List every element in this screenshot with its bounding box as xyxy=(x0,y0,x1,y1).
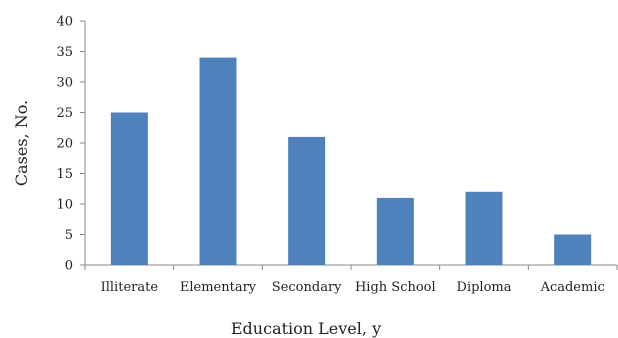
y-tick-label: 15 xyxy=(56,167,73,182)
x-tick-label: Illiterate xyxy=(101,280,159,295)
x-tick-label: Academic xyxy=(540,280,605,295)
bar xyxy=(554,234,592,265)
x-tick-label: Secondary xyxy=(272,280,342,295)
x-ticks: Illiterate Elementary Secondary High School… xyxy=(84,265,618,295)
bar xyxy=(110,112,148,265)
bar xyxy=(376,197,414,265)
y-tick-label: 25 xyxy=(56,106,73,121)
y-ticks: 0 5 10 15 20 25 30 35 40 xyxy=(56,15,85,274)
y-axis-label: Cases, No. xyxy=(12,100,31,186)
y-tick-label: 0 xyxy=(65,259,73,274)
x-tick-label: High School xyxy=(355,280,436,295)
axes xyxy=(84,21,617,266)
y-tick-label: 5 xyxy=(65,228,73,243)
x-axis-label: Education Level, y xyxy=(231,319,381,338)
y-tick-label: 30 xyxy=(56,76,73,91)
y-tick-label: 20 xyxy=(56,137,73,152)
y-tick-label: 40 xyxy=(56,15,73,30)
y-tick-label: 10 xyxy=(56,198,73,213)
y-tick-label: 35 xyxy=(56,45,73,60)
bar xyxy=(288,136,326,265)
bar xyxy=(199,57,237,265)
bars xyxy=(110,57,592,265)
bar xyxy=(465,191,503,265)
x-tick-label: Diploma xyxy=(457,280,512,295)
x-tick-label: Elementary xyxy=(180,280,257,295)
